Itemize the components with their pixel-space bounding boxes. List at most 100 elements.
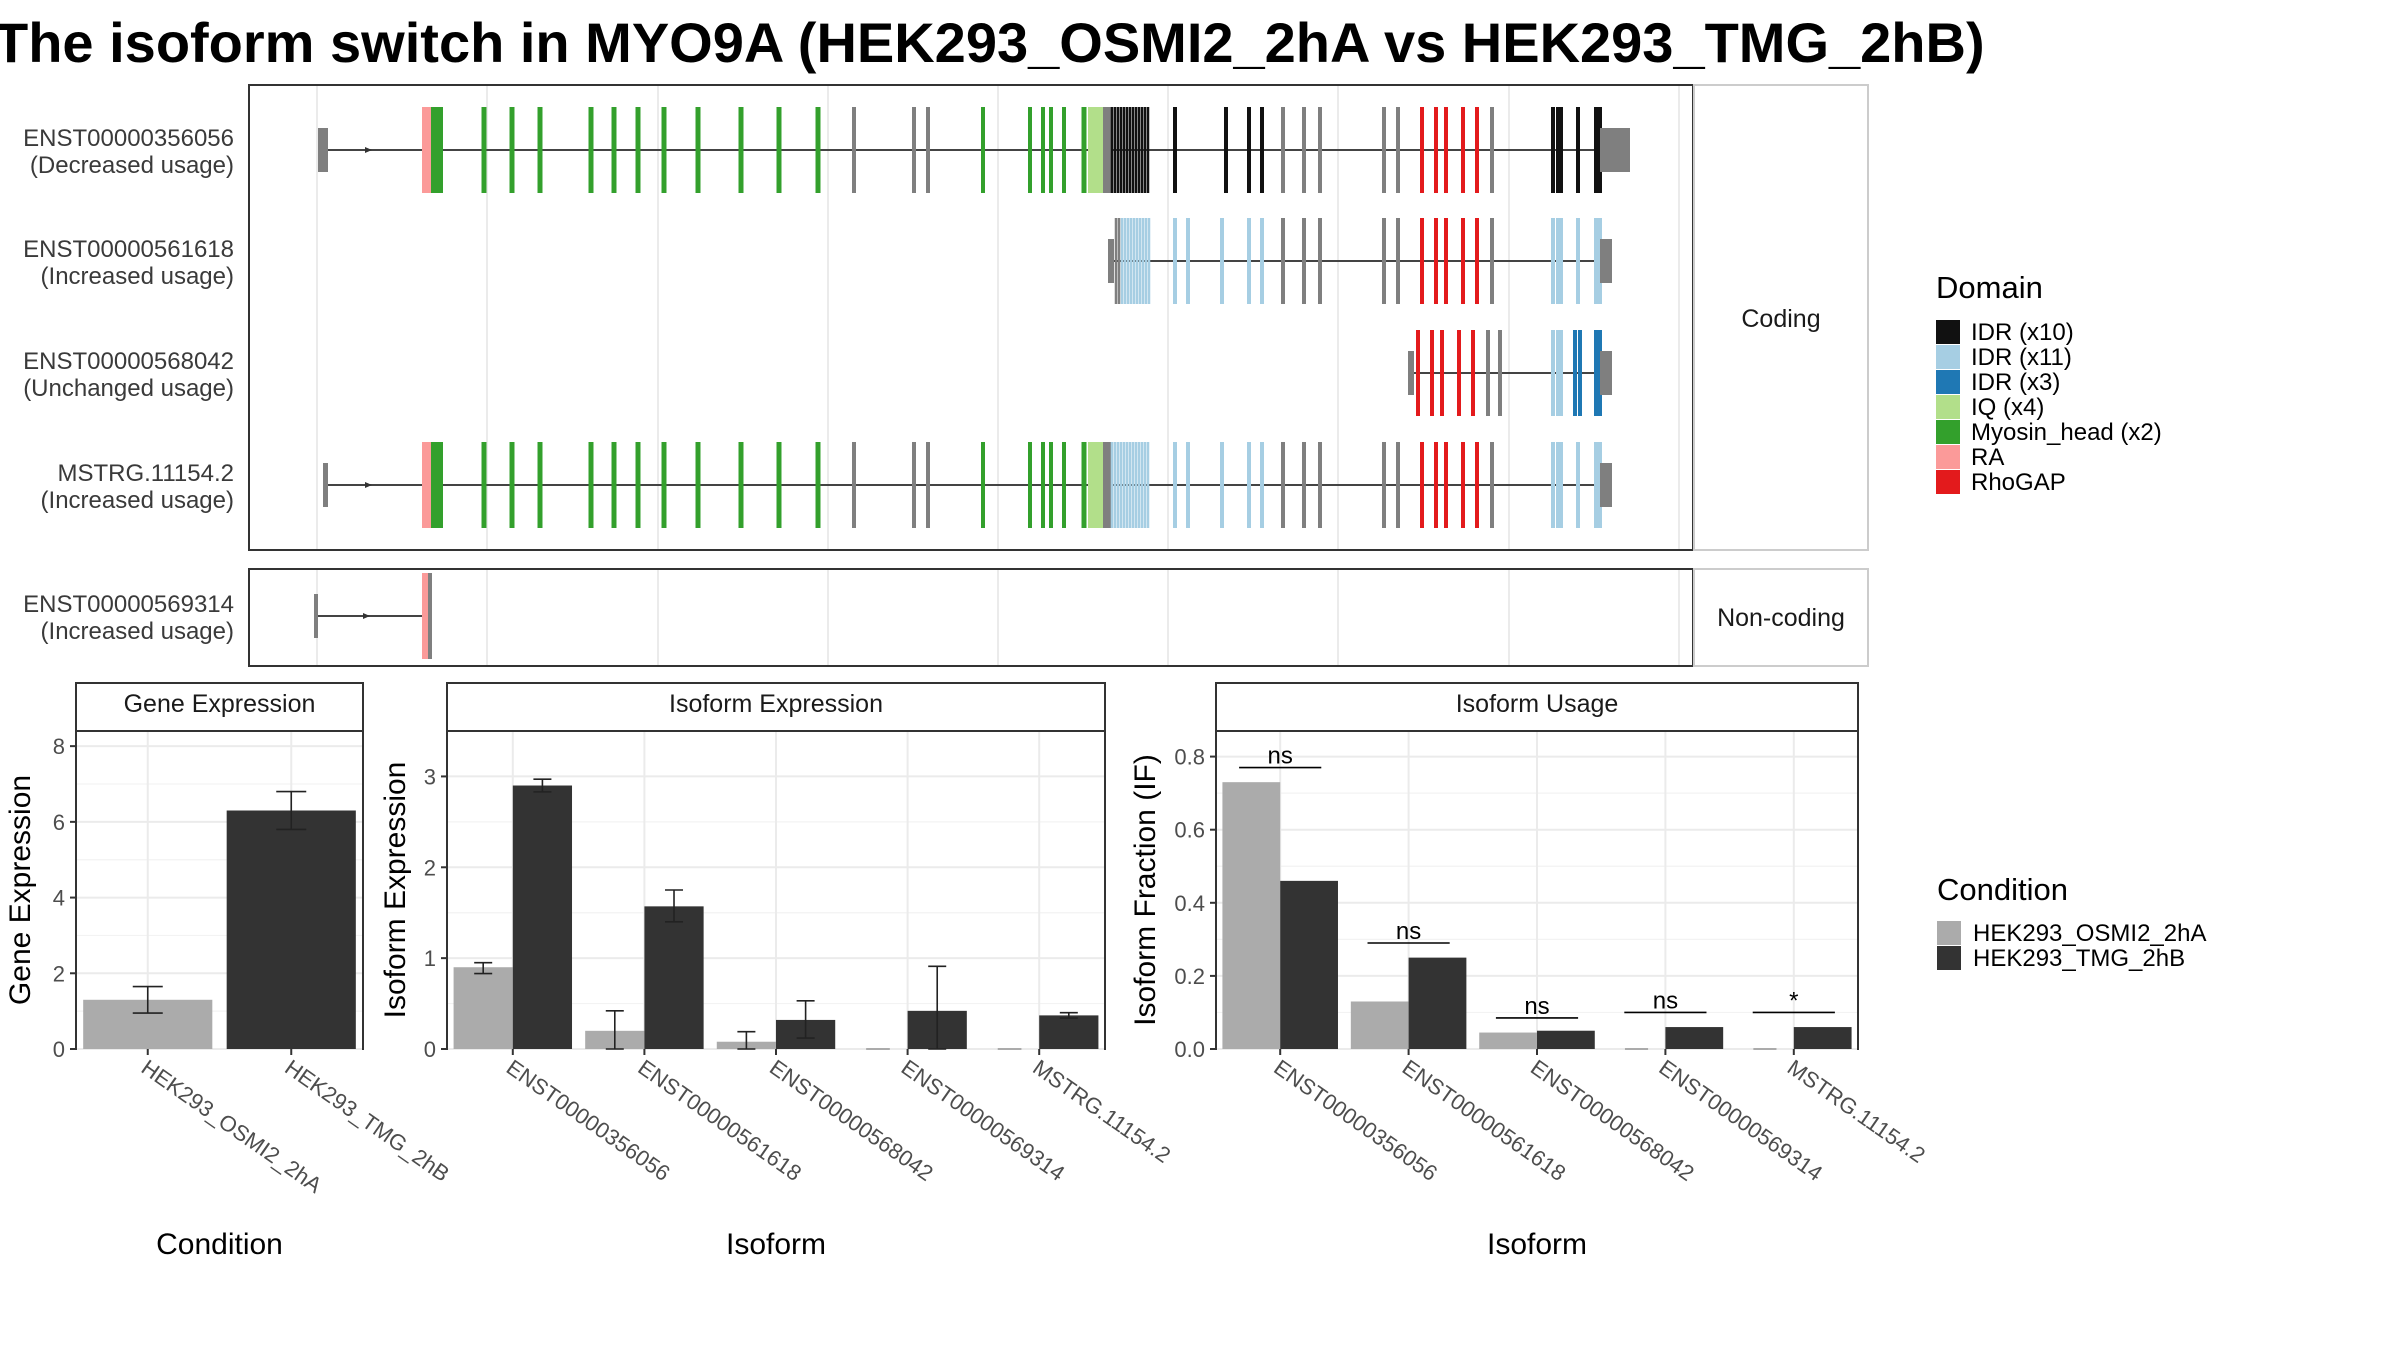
domain-legend-label: Myosin_head (x2) (1971, 419, 2162, 446)
exon (1116, 107, 1120, 193)
exon (1260, 442, 1264, 528)
exon (1281, 218, 1285, 304)
exon (1147, 218, 1151, 304)
exon (1434, 107, 1438, 193)
exon (1444, 442, 1448, 528)
exon (1116, 442, 1120, 528)
figure-title: The isoform switch in MYO9A (HEK293_OSMI… (0, 11, 1985, 74)
domain-legend-swatch (1936, 320, 1960, 344)
exon (1129, 218, 1133, 304)
exon (1028, 442, 1032, 528)
exon (912, 442, 916, 528)
bar (1665, 1027, 1724, 1049)
y-tick-label: 6 (53, 810, 65, 835)
condition-legend-label: HEK293_TMG_2hB (1973, 945, 2185, 972)
exon (1475, 107, 1479, 193)
facet-label-coding: Coding (1741, 305, 1820, 333)
exon (1490, 218, 1494, 304)
exon (1125, 107, 1129, 193)
exon (1559, 442, 1563, 528)
exon (509, 107, 515, 193)
exon (1113, 107, 1117, 193)
exon (1440, 330, 1444, 416)
exon (1420, 218, 1424, 304)
utr-exon (1600, 128, 1630, 172)
domain-legend-title: Domain (1936, 270, 2043, 305)
exon (1281, 107, 1285, 193)
exon (1128, 442, 1132, 528)
exon (1110, 442, 1114, 528)
exon (1475, 442, 1479, 528)
exon (1144, 218, 1148, 304)
transcript-label-id: ENST00000569314 (23, 591, 234, 618)
transcript-label-usage: (Increased usage) (41, 263, 234, 290)
exon (1099, 107, 1103, 193)
facet-strip-coding (1693, 84, 1869, 551)
exon (1091, 442, 1095, 528)
panel-title: Gene Expression (124, 690, 316, 718)
exon (1140, 107, 1144, 193)
exon (1146, 442, 1150, 528)
panel-strip (1215, 682, 1859, 732)
exon (1137, 442, 1141, 528)
y-tick-label: 8 (53, 734, 65, 759)
exon (635, 442, 641, 528)
exon (1128, 107, 1132, 193)
exon (1573, 330, 1577, 416)
utr-exon (1600, 239, 1612, 283)
exon (588, 442, 594, 528)
exon (1434, 218, 1438, 304)
bar (453, 967, 513, 1049)
facet-strip-noncoding (1693, 568, 1869, 667)
exon (1420, 442, 1424, 528)
significance-label: ns (1653, 987, 1678, 1014)
utr-exon (323, 463, 328, 507)
exon (1095, 107, 1099, 193)
exon (1138, 218, 1142, 304)
exon (695, 107, 701, 193)
transcript-label-id: ENST00000568042 (23, 348, 234, 375)
noncoding-panel (248, 568, 1694, 667)
exon (1382, 442, 1386, 528)
exon (1122, 442, 1126, 528)
exon (776, 442, 782, 528)
exon (1461, 218, 1465, 304)
exon (1576, 442, 1580, 528)
exon (1186, 218, 1190, 304)
exon (1444, 218, 1448, 304)
exon (1135, 218, 1139, 304)
panel-title: Isoform Usage (1456, 690, 1619, 718)
exon (1420, 107, 1424, 193)
domain-legend-label: IDR (x3) (1971, 369, 2060, 396)
condition-legend-label: HEK293_OSMI2_2hA (1973, 920, 2206, 947)
exon (1117, 218, 1121, 304)
exon (1099, 442, 1103, 528)
utr-exon (318, 128, 328, 172)
panel-strip (446, 682, 1106, 732)
domain-legend-label: IQ (x4) (1971, 394, 2044, 421)
condition-legend-swatch (1937, 946, 1961, 970)
exon (1556, 218, 1560, 304)
exon (1594, 442, 1598, 528)
exon (1551, 218, 1555, 304)
exon (981, 442, 985, 528)
exon (1302, 442, 1306, 528)
exon (1382, 107, 1386, 193)
y-axis-title: Gene Expression (4, 775, 37, 1005)
exon (1551, 442, 1555, 528)
x-axis-title: Isoform (1487, 1228, 1587, 1261)
y-tick-label: 3 (424, 764, 436, 789)
bar (1793, 1027, 1852, 1049)
exon (981, 107, 985, 193)
exon (1143, 107, 1147, 193)
domain-legend-label: RA (1971, 444, 2004, 471)
significance-label: ns (1524, 993, 1549, 1020)
exon (537, 107, 543, 193)
exon (1041, 107, 1045, 193)
utr-exon (1408, 351, 1414, 395)
exon (1028, 107, 1032, 193)
bar (1280, 880, 1338, 1049)
exon (1137, 107, 1141, 193)
strand-arrow (365, 147, 372, 153)
exon (1247, 107, 1251, 193)
